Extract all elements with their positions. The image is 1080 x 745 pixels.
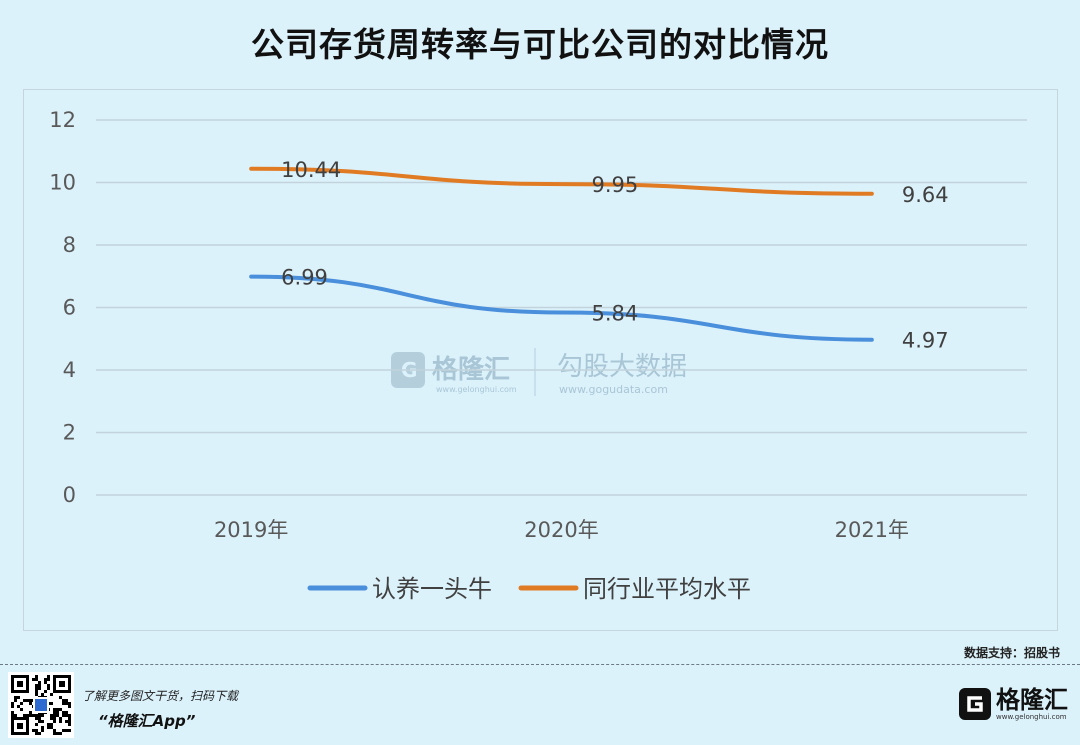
brand-name: 格隆汇 (996, 686, 1068, 714)
footer-promo-text: 了解更多图文干货，扫码下载 (82, 689, 239, 703)
footer-divider (0, 664, 1080, 665)
brand-logo-block: 格隆汇 www.gelonghui.com (958, 686, 1068, 722)
y-tick-label: 2 (63, 421, 76, 445)
qr-code (8, 672, 74, 738)
data-label: 9.64 (902, 183, 949, 207)
watermark-partner-url: www.gogudata.com (559, 383, 668, 396)
qr-code-icon (11, 675, 71, 735)
data-label: 5.84 (592, 302, 639, 326)
data-label: 6.99 (281, 266, 328, 290)
footer-app-name: “格隆汇App” (98, 712, 196, 730)
data-label: 4.97 (902, 329, 949, 353)
gelonghui-logo-icon (959, 688, 991, 720)
legend-label: 同行业平均水平 (583, 575, 751, 603)
data-label: 9.95 (592, 173, 639, 197)
y-tick-label: 12 (49, 108, 76, 132)
watermark-brand-url: www.gelonghui.com (436, 385, 517, 394)
x-tick-label: 2021年 (835, 518, 909, 542)
watermark-partner-name: 勾股大数据 (557, 352, 687, 382)
y-tick-label: 8 (63, 233, 76, 257)
watermark: G 格隆汇 www.gelonghui.com 勾股大数据 www.goguda… (391, 348, 687, 396)
y-tick-label: 0 (63, 483, 76, 507)
brand-url: www.gelonghui.com (996, 713, 1067, 721)
chart-title: 公司存货周转率与可比公司的对比情况 (251, 25, 829, 64)
x-tick-label: 2020年 (524, 518, 598, 542)
y-tick-label: 6 (63, 296, 76, 320)
chart-area: G 格隆汇 www.gelonghui.com 勾股大数据 www.goguda… (23, 89, 1058, 631)
y-tick-label: 4 (63, 358, 76, 382)
x-tick-label: 2019年 (214, 518, 288, 542)
data-label: 10.44 (281, 158, 341, 182)
data-source-note: 数据支持：招股书 (963, 646, 1060, 660)
series-line (249, 166, 874, 196)
legend-label: 认养一头牛 (372, 575, 492, 603)
series-line (249, 274, 874, 342)
line-chart: G 格隆汇 www.gelonghui.com 勾股大数据 www.goguda… (49, 108, 1027, 603)
y-tick-label: 10 (49, 171, 76, 195)
